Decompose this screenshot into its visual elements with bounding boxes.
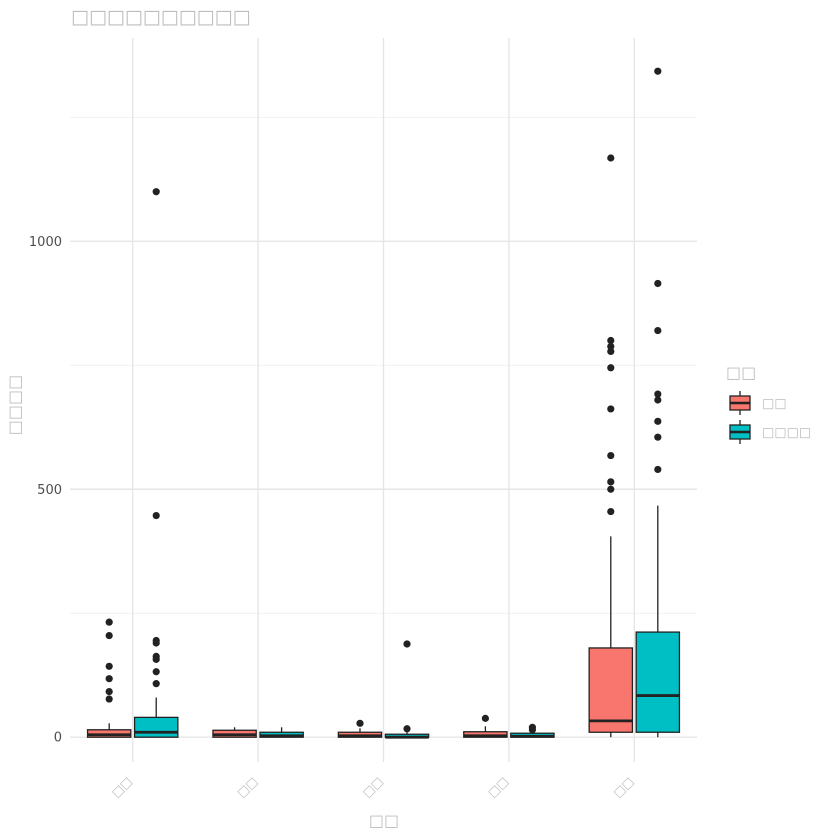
x-ticks: □□ □□ □□ □□ □□ <box>109 774 637 800</box>
outlier-point <box>152 636 160 645</box>
y-tick-label: 500 <box>37 483 62 498</box>
legend-title: □□ <box>726 363 756 382</box>
outlier-point <box>654 417 662 425</box>
outlier-point <box>528 723 537 731</box>
outlier-point <box>105 618 113 626</box>
outlier-point <box>607 451 615 460</box>
x-tick-label: □□ <box>485 774 511 800</box>
outlier-point <box>654 390 662 398</box>
outlier-point <box>481 714 489 722</box>
outlier-point <box>654 279 662 288</box>
legend-label: □□□□ <box>762 426 811 441</box>
outlier-point <box>654 326 662 335</box>
y-tick-label: 1000 <box>29 235 62 250</box>
box <box>635 631 681 733</box>
outlier-point <box>356 719 364 727</box>
outlier-point <box>654 67 662 75</box>
x-tick-label: □□ <box>234 774 260 800</box>
chart-title: □□□□□□□□□□ <box>71 6 251 28</box>
outlier-point <box>607 405 615 413</box>
outlier-point <box>105 695 113 703</box>
y-axis-title: □□□□ <box>5 375 24 435</box>
x-tick-label: □□ <box>360 774 386 800</box>
outlier-point <box>105 675 113 683</box>
outlier-point <box>607 478 615 486</box>
boxes <box>86 67 681 739</box>
outlier-point <box>152 668 160 676</box>
outlier-point <box>403 640 411 648</box>
grid <box>70 38 697 762</box>
outlier-point <box>152 652 160 660</box>
outlier-point <box>403 725 411 733</box>
y-ticks: 0 500 1000 <box>29 235 62 746</box>
outlier-point <box>607 364 615 372</box>
box <box>133 716 179 738</box>
outlier-point <box>654 396 662 404</box>
outlier-point <box>654 465 662 474</box>
outlier-point <box>607 342 615 351</box>
box <box>588 647 634 733</box>
outlier-point <box>607 485 615 493</box>
outlier-point <box>607 336 615 345</box>
y-tick-label: 0 <box>54 731 62 746</box>
outlier-point <box>654 433 662 441</box>
outlier-point <box>152 511 160 520</box>
outlier-point <box>152 680 160 688</box>
outlier-point <box>607 154 615 162</box>
outlier-point <box>105 662 113 670</box>
outlier-point <box>607 347 615 356</box>
legend: □□ □□□□□□ <box>726 363 811 444</box>
outlier-point <box>607 507 615 516</box>
outlier-point <box>105 631 113 640</box>
x-tick-label: □□ <box>109 774 135 800</box>
outlier-point <box>105 687 113 696</box>
outlier-point <box>152 188 160 196</box>
x-axis-title: □□ <box>369 811 399 830</box>
legend-label: □□ <box>762 397 787 412</box>
x-tick-label: □□ <box>610 774 636 800</box>
